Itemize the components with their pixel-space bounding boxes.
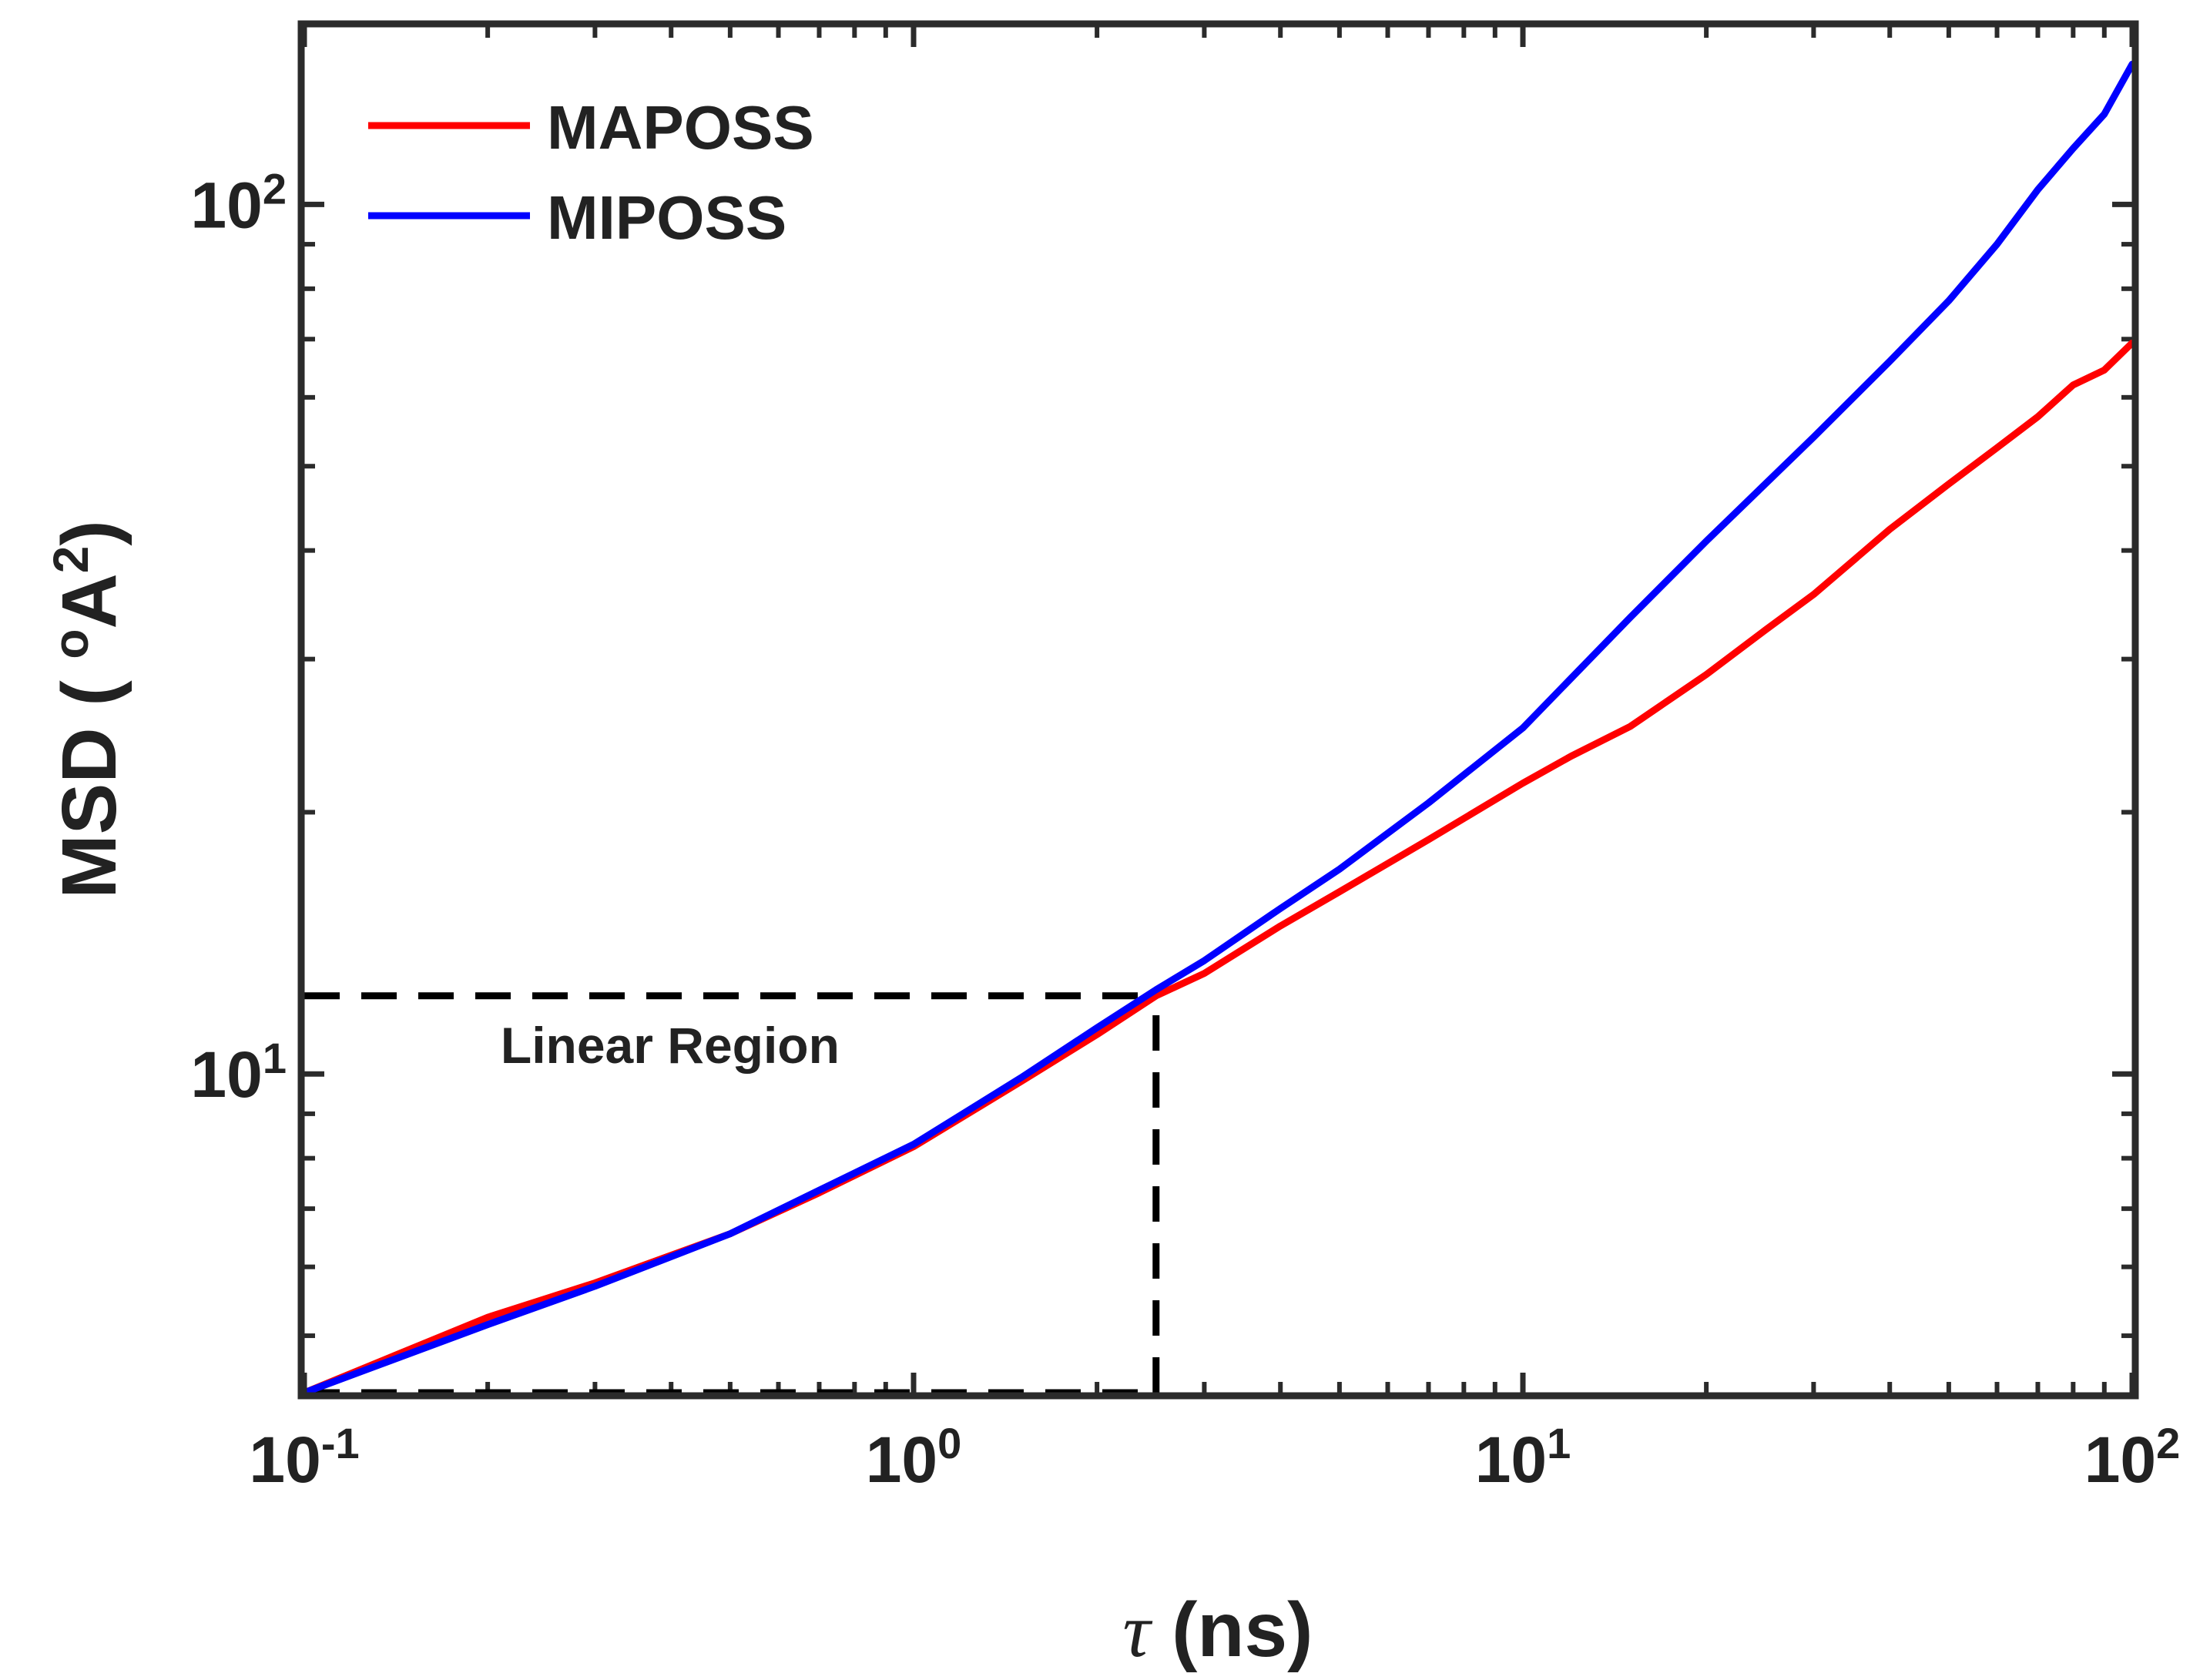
annotation-linear-region: Linear Region [501, 1017, 840, 1074]
tick-labels: 10-1 100 101 102 101 102 [190, 164, 2180, 1496]
x-axis-label: τ (ns) [1123, 1587, 1313, 1673]
series-layer [300, 60, 2136, 1397]
x-tick-label: 10-1 [249, 1419, 359, 1497]
x-axis-label-symbol: τ [1123, 1588, 1153, 1673]
y-axis-label-unit: A [46, 573, 132, 629]
x-axis-label-unit: (ns) [1150, 1587, 1313, 1673]
series-line-miposs [300, 60, 2136, 1397]
y-tick-label: 102 [190, 164, 287, 242]
y-axis-label-power: 2 [43, 546, 99, 574]
y-axis-label-text: MSD ( [46, 659, 132, 899]
x-tick-label: 100 [866, 1419, 962, 1497]
major-ticks [301, 27, 2135, 1393]
y-axis-label-close: ) [46, 520, 132, 545]
x-tick-label: 102 [2084, 1419, 2181, 1497]
y-axis-label: MSD ( oA2) [43, 520, 132, 898]
legend-label-maposs: MAPOSS [547, 93, 814, 162]
plot-frame [297, 20, 2139, 1400]
y-axis-label-ring: o [43, 629, 99, 659]
legend-label-miposs: MIPOSS [547, 183, 786, 252]
x-tick-label: 101 [1475, 1419, 1571, 1497]
legend: MAPOSS MIPOSS [368, 93, 814, 252]
y-tick-label: 101 [190, 1034, 287, 1112]
